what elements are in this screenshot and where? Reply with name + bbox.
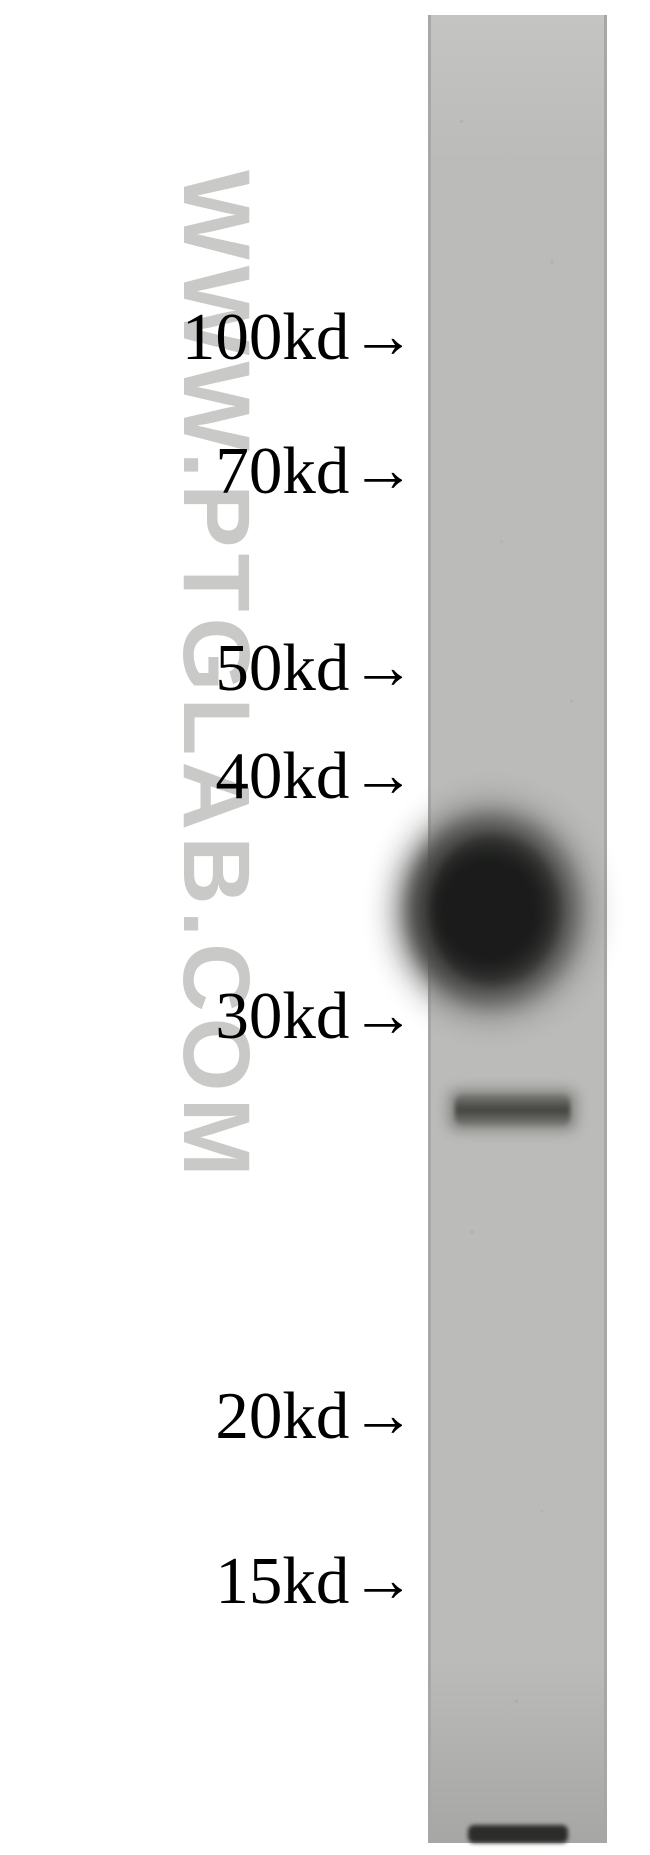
arrow-icon: → (351, 978, 415, 1051)
noise-speck (540, 1510, 543, 1513)
marker-label-100kd: 100kd→ (182, 299, 415, 376)
marker-text: 50kd (215, 631, 349, 705)
noise-speck (515, 1700, 518, 1703)
marker-label-50kd: 50kd→ (215, 630, 415, 707)
noise-speck (460, 120, 463, 123)
arrow-icon: → (351, 738, 415, 811)
noise-speck (550, 260, 554, 264)
noise-speck (570, 700, 573, 703)
bottom-artifact (468, 1825, 568, 1843)
marker-label-20kd: 20kd→ (215, 1378, 415, 1455)
arrow-icon: → (351, 299, 415, 372)
marker-text: 20kd (215, 1379, 349, 1453)
arrow-icon: → (351, 1378, 415, 1451)
marker-text: 100kd (182, 300, 350, 374)
marker-text: 40kd (215, 739, 349, 813)
marker-label-40kd: 40kd→ (215, 738, 415, 815)
marker-text: 30kd (215, 979, 349, 1053)
marker-label-15kd: 15kd→ (215, 1543, 415, 1620)
primary-band-core (429, 833, 562, 987)
noise-speck (500, 540, 503, 543)
secondary-band-core (455, 1095, 570, 1125)
blot-figure: WWW.PTGLAB.COM 100kd→70kd→50kd→40kd→30kd… (0, 0, 650, 1855)
lane-right-edge (604, 15, 607, 1843)
arrow-icon: → (351, 1543, 415, 1616)
marker-text: 70kd (215, 434, 349, 508)
marker-label-70kd: 70kd→ (215, 433, 415, 510)
marker-text: 15kd (215, 1544, 349, 1618)
arrow-icon: → (351, 630, 415, 703)
arrow-icon: → (351, 433, 415, 506)
marker-label-30kd: 30kd→ (215, 978, 415, 1055)
noise-speck (470, 1230, 474, 1234)
